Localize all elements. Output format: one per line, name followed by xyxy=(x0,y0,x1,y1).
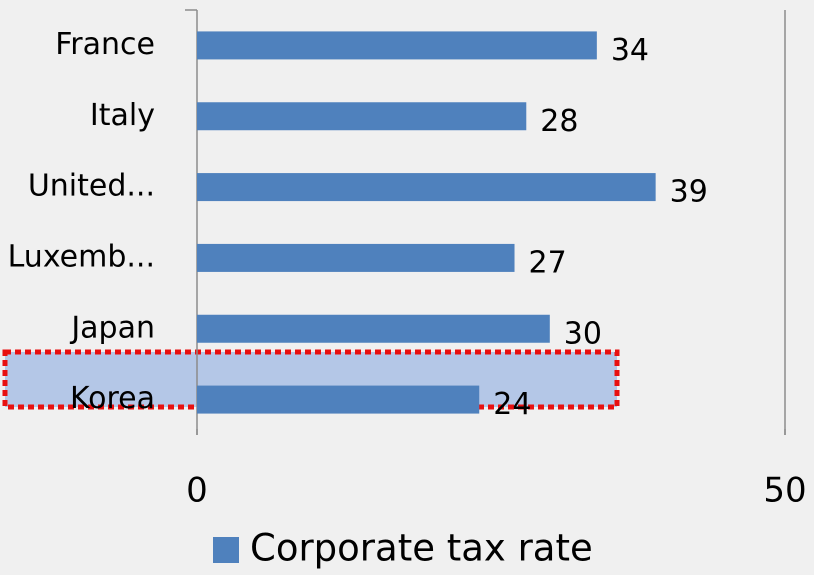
value-label: 28 xyxy=(540,104,578,139)
legend-label: Corporate tax rate xyxy=(250,527,593,570)
value-label: 34 xyxy=(611,33,649,68)
bar xyxy=(197,102,527,131)
y-tick-label: Japan xyxy=(69,310,155,345)
y-tick-label: Luxemb... xyxy=(8,239,155,274)
bar xyxy=(197,243,515,272)
y-tick-label: France xyxy=(55,27,155,62)
legend-swatch xyxy=(213,537,239,563)
x-tick-label: 0 xyxy=(186,471,208,511)
y-tick-label: United... xyxy=(28,169,155,204)
y-tick-label: Korea xyxy=(70,381,155,416)
bar xyxy=(197,173,656,202)
bar xyxy=(197,31,597,60)
value-label: 24 xyxy=(493,387,531,422)
y-tick-label: Italy xyxy=(90,98,155,133)
bar xyxy=(197,385,480,414)
value-label: 39 xyxy=(670,175,708,210)
value-label: 30 xyxy=(564,316,602,351)
bar xyxy=(197,314,550,343)
x-tick-label: 50 xyxy=(763,471,806,511)
value-label: 27 xyxy=(529,245,567,280)
